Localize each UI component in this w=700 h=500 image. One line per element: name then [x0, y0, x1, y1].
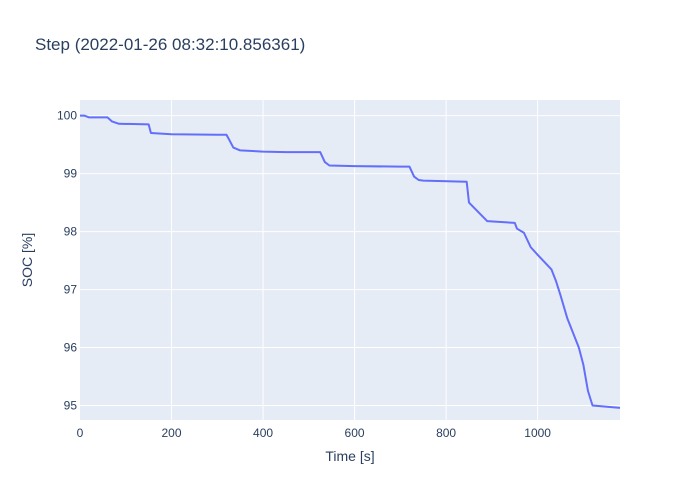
x-tick-label: 0	[77, 426, 84, 440]
y-tick-label: 95	[64, 399, 78, 413]
y-tick-label: 98	[64, 225, 78, 239]
x-axis-title: Time [s]	[325, 448, 374, 464]
x-tick-label: 1000	[524, 426, 551, 440]
gridlines	[80, 100, 620, 420]
x-tick-label: 800	[436, 426, 456, 440]
y-tick-label: 96	[64, 341, 78, 355]
x-tick-label: 400	[253, 426, 273, 440]
y-tick-label: 100	[57, 109, 77, 123]
y-axis-ticks: 95 96 97 98 99 100	[57, 109, 77, 413]
series-line	[80, 114, 621, 409]
y-axis-title: SOC [%]	[19, 233, 35, 287]
x-tick-label: 200	[162, 426, 182, 440]
x-axis-ticks: 0 200 400 600 800 1000	[77, 426, 552, 440]
x-tick-label: 600	[345, 426, 365, 440]
plot-background	[80, 100, 620, 420]
chart-title: Step (2022-01-26 08:32:10.856361)	[35, 35, 305, 54]
y-tick-label: 99	[64, 167, 78, 181]
y-tick-label: 97	[64, 283, 78, 297]
series-layer	[80, 114, 621, 409]
